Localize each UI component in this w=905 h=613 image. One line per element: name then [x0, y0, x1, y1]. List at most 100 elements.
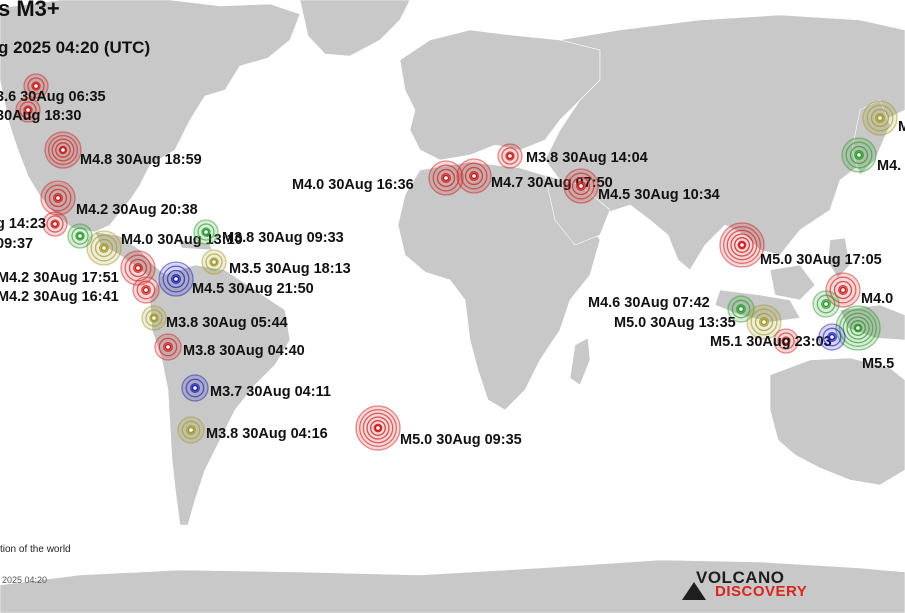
quake-label: M4.8 30Aug 18:59 [80, 152, 202, 168]
quake-marker[interactable]: M4.0 [825, 272, 893, 308]
north-america [0, 0, 301, 233]
quake-ring [71, 227, 89, 245]
quake-ring [42, 211, 68, 237]
quake-marker[interactable]: M3.8 30Aug 05:44 [141, 305, 288, 331]
quake-ring [149, 313, 159, 323]
europe [399, 29, 601, 161]
quake-label: M4. [877, 158, 901, 174]
quake-label: M4.2 30Aug 17:51 [0, 270, 119, 286]
quake-marker[interactable]: g 14:23 [0, 211, 68, 237]
quake-marker[interactable]: M3.8 30Aug 14:04 [497, 143, 648, 169]
quake-marker[interactable]: M4.0 30Aug 16:36 [292, 160, 464, 196]
quake-ring [441, 173, 451, 183]
quake-epicenter [374, 424, 382, 432]
map-title: s M3+ [0, 0, 60, 21]
quake-ring [163, 342, 173, 352]
quake-ring [53, 193, 63, 203]
quake-ring [571, 176, 591, 196]
quake-marker[interactable] [812, 290, 840, 318]
quake-ring [576, 181, 586, 191]
quake-epicenter [100, 244, 108, 252]
quake-label: M4.0 [861, 291, 893, 307]
quake-ring [120, 250, 156, 286]
quake-ring [759, 317, 769, 327]
quake-marker[interactable]: 3.6 30Aug 06:35 [0, 73, 106, 105]
quake-ring [849, 145, 869, 165]
quake-marker[interactable]: M5.5 [835, 305, 894, 372]
quake-marker[interactable] [818, 323, 846, 351]
quake-marker[interactable]: M5.0 30Aug 13:35 [614, 304, 782, 340]
quake-epicenter [854, 324, 862, 332]
quake-ring [44, 131, 82, 169]
borneo [769, 264, 816, 301]
quake-epicenter [51, 220, 59, 228]
quake-ring [719, 222, 765, 268]
quake-ring [845, 141, 873, 169]
quake-ring [40, 180, 76, 216]
quake-ring [23, 73, 49, 99]
quake-marker[interactable]: M3.5 30Aug 18:13 [201, 249, 351, 277]
quake-ring [567, 172, 595, 200]
quake-ring [835, 305, 881, 351]
quake-marker[interactable]: M3.8 30Aug 09:33 [193, 219, 344, 246]
quake-ring [47, 134, 79, 166]
quake-epicenter [202, 228, 210, 236]
quake-ring [158, 337, 178, 357]
quake-ring [94, 238, 114, 258]
quake-ring [44, 184, 72, 212]
antarctica [0, 559, 905, 613]
quake-marker[interactable]: M5.1 30Aug 23:03 [710, 328, 832, 354]
quake-ring [497, 143, 523, 169]
quake-marker[interactable]: M4.5 30Aug 10:34 [563, 168, 720, 204]
quake-ring [48, 188, 68, 208]
quake-marker[interactable]: M3.8 30Aug 04:40 [154, 333, 305, 361]
quake-ring [501, 147, 519, 165]
quake-epicenter [150, 314, 158, 322]
quake-marker[interactable]: M4.2 30Aug 17:51 [0, 250, 156, 286]
quake-ring [862, 100, 898, 136]
quake-marker[interactable]: M4. [841, 137, 901, 174]
quake-marker[interactable]: 30Aug 18:30 [0, 97, 81, 124]
quake-epicenter [760, 318, 768, 326]
quake-marker[interactable]: M5.0 30Aug 09:35 [355, 405, 522, 451]
quake-ring [750, 308, 778, 336]
quake-ring [731, 299, 751, 319]
volcano-icon [682, 582, 706, 600]
quake-ring [205, 253, 223, 271]
greenland [299, 0, 411, 57]
quake-ring [726, 229, 758, 261]
quake-ring [842, 312, 874, 344]
quake-ring [781, 336, 791, 346]
quake-marker[interactable]: M3.8 30Aug 04:16 [177, 416, 328, 444]
quake-ring [846, 316, 870, 340]
quake-marker[interactable]: M [862, 100, 905, 136]
quake-marker[interactable]: M4.2 30Aug 20:38 [40, 180, 198, 218]
quake-ring [469, 171, 479, 181]
quake-ring [190, 383, 200, 393]
quake-ring [141, 285, 151, 295]
quake-label: M3.7 30Aug 04:11 [210, 384, 331, 400]
quake-epicenter [782, 337, 790, 345]
quake-ring [99, 243, 109, 253]
quake-marker[interactable]: M3.7 30Aug 04:11 [181, 374, 331, 402]
quake-epicenter [828, 333, 836, 341]
quake-marker[interactable]: M5.0 30Aug 17:05 [719, 222, 882, 268]
quake-ring [460, 162, 488, 190]
quake-ring [853, 323, 863, 333]
asia [544, 14, 905, 271]
quake-marker[interactable]: M4.5 30Aug 21:50 [158, 261, 314, 297]
volcano-discovery-logo[interactable]: VOLCANO DISCOVERY [682, 568, 832, 602]
quake-label: M4.2 30Aug 16:41 [0, 289, 119, 305]
quake-ring [746, 304, 782, 340]
quake-ring [841, 137, 877, 173]
quake-marker[interactable]: 09:37 [0, 223, 93, 252]
quake-epicenter [164, 343, 172, 351]
quake-marker[interactable]: M4.8 30Aug 18:59 [44, 131, 202, 169]
quake-epicenter [187, 426, 195, 434]
quake-marker[interactable]: M4.2 30Aug 16:41 [0, 276, 160, 305]
quake-ring [432, 164, 460, 192]
quake-ring [50, 219, 60, 229]
quake-ring [833, 280, 853, 300]
quake-epicenter [822, 300, 830, 308]
